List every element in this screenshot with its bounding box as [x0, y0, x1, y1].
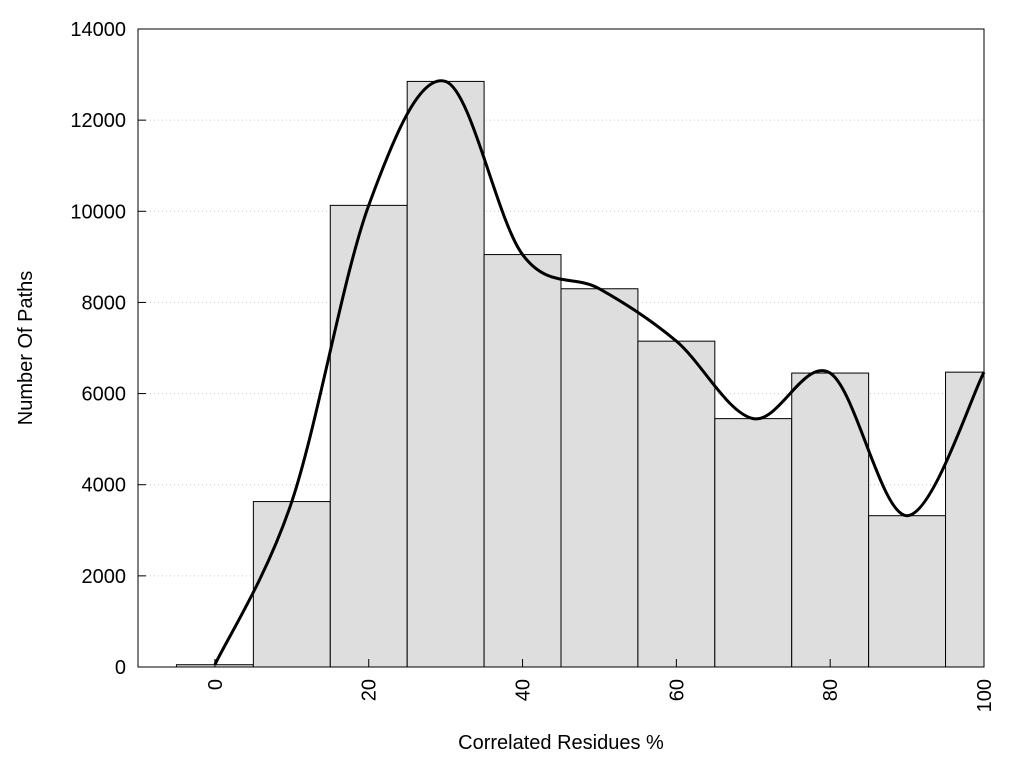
y-tick-label: 4000 [82, 475, 127, 497]
y-tick-label: 12000 [70, 110, 126, 132]
bar [406, 80, 485, 668]
x-tick-label: 40 [513, 679, 535, 701]
bar [252, 501, 331, 668]
x-tick-label: 60 [666, 679, 688, 701]
x-tick-label: 80 [820, 679, 842, 701]
bar [791, 372, 870, 668]
y-tick-label: 6000 [82, 384, 127, 406]
x-tick-label: 100 [974, 679, 996, 712]
y-tick-label: 10000 [70, 201, 126, 223]
x-axis-label: Correlated Residues % [458, 732, 664, 754]
curve [213, 79, 986, 666]
x-tick-label: 20 [359, 679, 381, 701]
y-tick-label: 2000 [82, 566, 127, 588]
bar [560, 288, 639, 668]
bar [868, 515, 947, 668]
y-tick-label: 8000 [82, 292, 127, 314]
bar [329, 204, 408, 668]
y-axis-label: Number Of Paths [15, 271, 37, 426]
x-tick-label: 0 [205, 679, 227, 690]
plot-frame [137, 28, 985, 668]
bar [714, 418, 793, 668]
y-tick-label: 0 [115, 657, 126, 679]
bar [637, 340, 716, 668]
y-tick-label: 14000 [70, 19, 126, 41]
bar [483, 254, 562, 668]
